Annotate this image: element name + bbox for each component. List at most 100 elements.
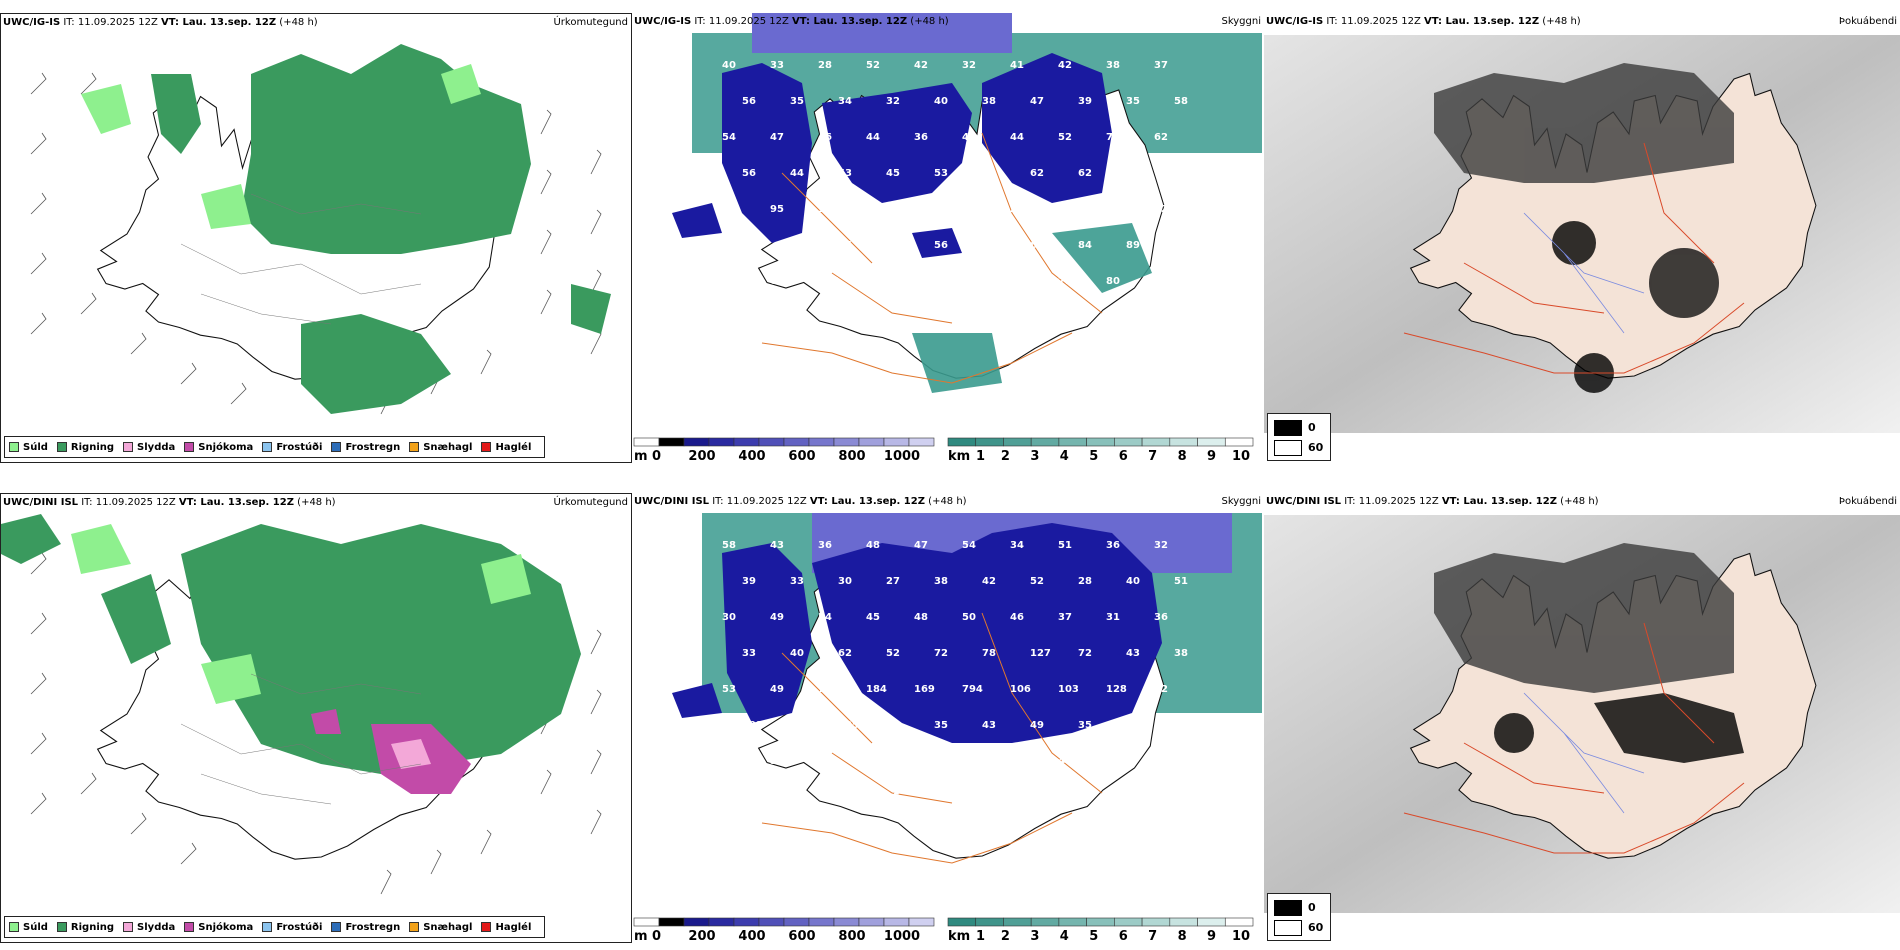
cloud-height-label: 28 (1078, 576, 1092, 587)
cloud-height-label: 45 (838, 240, 852, 251)
colorbar-tick: 400 (738, 449, 765, 463)
colorbar-swatch (1086, 437, 1115, 447)
cloud-low-areas-bottom (672, 523, 1162, 743)
colorbar-swatch (708, 437, 735, 447)
cloud-height-label: 58 (1174, 96, 1188, 107)
legend-item: Haglél (481, 442, 531, 453)
cloud-height-label: 82 (1174, 240, 1188, 251)
precip-panel-bottom: UWC/DINI ISL IT: 11.09.2025 12Z VT: Lau.… (0, 493, 632, 943)
colorbar-swatch (947, 917, 977, 927)
cloud-height-label: 54 (818, 612, 832, 623)
legend-item: Snjókoma (184, 442, 253, 453)
cloud-field-name: Skyggni (1221, 16, 1261, 27)
colorbar-swatch (833, 917, 860, 927)
colorbar-tick: 4 (1060, 449, 1069, 463)
cloud-height-label: 68 (1030, 240, 1044, 251)
colorbar-swatch (683, 437, 710, 447)
cloud-height-label: 54 (962, 540, 976, 551)
cloud-height-label: 42 (914, 60, 928, 71)
fog-swatch-0 (1274, 420, 1302, 436)
colorbar-swatch (1086, 917, 1115, 927)
fog-map-top (1264, 35, 1900, 433)
legend-swatch (481, 442, 492, 452)
cloud-height-label: 46 (1126, 168, 1140, 179)
road-lines (761, 132, 1103, 384)
colorbar-tick: 200 (688, 929, 715, 943)
cloud-height-label: 284 (914, 276, 935, 287)
fog-field-name: Þokuábendi (1838, 496, 1897, 507)
cloud-height-label: 37 (1154, 60, 1168, 71)
colorbar-tick: 2 (1001, 929, 1010, 943)
cloud-height-label: 62 (1078, 168, 1092, 179)
legend-swatch (331, 442, 342, 452)
colorbar-swatch (975, 437, 1004, 447)
colorbar-swatch (1003, 437, 1032, 447)
fog-legend-label-0: 0 (1308, 901, 1316, 914)
colorbar-unit: km (948, 449, 970, 463)
cloud-height-label: 168 (790, 720, 811, 731)
cloud-height-label: 32 (1154, 540, 1168, 551)
legend-swatch (184, 922, 195, 932)
cloud-height-label: 28 (818, 60, 832, 71)
legend-swatch (409, 922, 420, 932)
cloud-height-label: 165 (914, 204, 935, 215)
cloud-height-label: 184 (866, 684, 887, 695)
cloud-height-label: 44 (1010, 132, 1024, 143)
colorbar-tick: 9 (1207, 449, 1216, 463)
legend-item: Slydda (123, 922, 175, 933)
legend-swatch (9, 442, 19, 452)
visibility-colorbar: km 1 2 3 4 5 6 7 8 9 10 (947, 917, 1254, 943)
cloud-height-label: 43 (982, 720, 996, 731)
cloud-height-label: 53 (1106, 756, 1120, 767)
legend-item: Frostregn (331, 442, 400, 453)
colorbar-swatch (1169, 437, 1198, 447)
colorbar-swatch (683, 917, 710, 927)
cloud-height-label: 45 (866, 612, 880, 623)
cloud-height-label: 51 (1174, 576, 1188, 587)
cloud-height-label: 33 (742, 648, 756, 659)
colorbar-tick: 3 (1030, 449, 1039, 463)
fog-panel-top: UWC/IG-IS IT: 11.09.2025 12Z VT: Lau. 13… (1264, 13, 1900, 463)
cloud-height-label: 45 (722, 276, 736, 287)
colorbar-tick: 5 (1089, 449, 1098, 463)
colorbar-swatch (733, 917, 760, 927)
cloud-height-label: 52 (982, 240, 996, 251)
colorbar-tick: 200 (688, 449, 715, 463)
cloud-height-label: 42 (1058, 60, 1072, 71)
precip-legend: Súld Rigning Slydda Snjókoma Frostúði Fr… (4, 436, 546, 458)
cloud-map-top: 40 33 28 52 42 32 41 42 38 37 56 35 34 32 40 38 47 39 35 58… (672, 13, 1262, 393)
legend-swatch (262, 442, 273, 452)
colorbar-tick: 600 (788, 449, 815, 463)
precip-panel-top: UWC/IG-IS IT: 11.09.2025 12Z VT: Lau. 13… (0, 13, 632, 463)
cloud-height-label: 35 (790, 96, 804, 107)
fog-legend-label-60: 60 (1308, 921, 1324, 934)
cloud-height-label: 37 (1058, 612, 1072, 623)
fog-legend-label-0: 0 (1308, 421, 1316, 434)
cloud-height-label: 47 (914, 756, 928, 767)
fog-road-lines (1403, 142, 1745, 374)
cloud-height-label: 32 (962, 276, 976, 287)
colorbar-swatch (808, 437, 835, 447)
cloud-height-label: 40 (934, 96, 948, 107)
legend-item: Súld (9, 442, 48, 453)
cloud-height-label: 52 (818, 756, 832, 767)
cloud-height-label: 43 (1126, 648, 1140, 659)
cloud-height-label: 47 (914, 540, 928, 551)
colorbar-tick: 5 (1089, 929, 1098, 943)
cloud-height-label: 46 (1058, 756, 1072, 767)
cloud-height-label: 99 (722, 204, 736, 215)
cloud-height-label: 82 (1154, 684, 1168, 695)
cloud-height-label: 62 (982, 168, 996, 179)
fog-title: UWC/IG-IS IT: 11.09.2025 12Z VT: Lau. 13… (1266, 16, 1581, 27)
legend-item: Súld (9, 922, 48, 933)
cloud-height-label: 338 (1058, 204, 1079, 215)
legend-swatch (123, 442, 134, 452)
colorbar-tick: 800 (838, 449, 865, 463)
colorbar-tick: 1000 (884, 929, 920, 943)
colorbar-tick: 1000 (884, 449, 920, 463)
cloud-height-label: 45 (962, 132, 976, 143)
cloud-title: UWC/IG-IS IT: 11.09.2025 12Z VT: Lau. 13… (634, 16, 949, 27)
cloud-height-label: 40 (1126, 576, 1140, 587)
cloud-height-label: 33 (770, 60, 784, 71)
cloud-height-label: 34 (838, 96, 852, 107)
